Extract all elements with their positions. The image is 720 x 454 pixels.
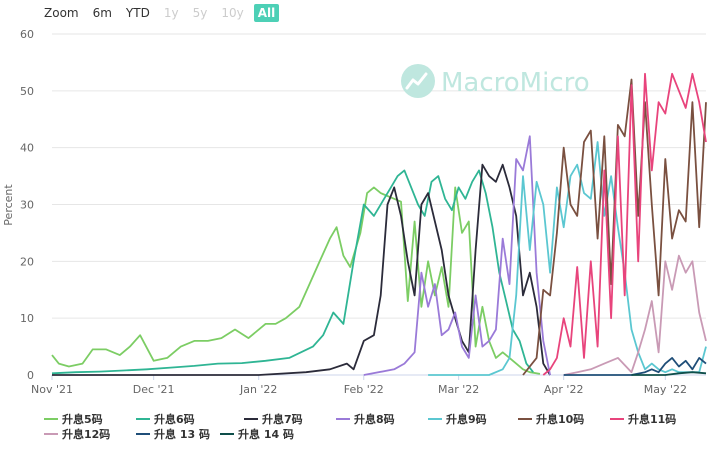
legend-label: 升息 13 码	[154, 428, 210, 441]
legend-swatch	[44, 418, 58, 420]
legend-label: 升息12码	[62, 428, 111, 441]
y-tick-label: 30	[20, 199, 34, 212]
legend-label: 升息11码	[628, 413, 677, 426]
legend-item-8[interactable]: 升息12码	[44, 426, 110, 442]
legend-swatch	[336, 418, 350, 420]
legend-swatch	[220, 433, 234, 435]
y-tick-label: 0	[27, 369, 34, 382]
legend-label: 升息 14 码	[238, 428, 294, 441]
series-line-1[interactable]	[51, 186, 541, 375]
legend-label: 升息10码	[536, 413, 585, 426]
legend-item-9[interactable]: 升息 13 码	[136, 426, 210, 442]
series-line-8[interactable]	[563, 254, 707, 376]
watermark-trend-icon	[405, 72, 428, 90]
watermark-text: MacroMicro	[441, 68, 590, 98]
series-line-3[interactable]	[52, 163, 551, 376]
legend-item-1[interactable]: 升息5码	[44, 411, 103, 427]
legend-swatch	[244, 418, 258, 420]
legend-item-5[interactable]: 升息9码	[428, 411, 487, 427]
x-tick-label: Nov '21	[31, 383, 73, 396]
watermark-logo-icon	[401, 64, 435, 98]
legend-swatch	[428, 418, 442, 420]
series-line-10[interactable]	[631, 371, 707, 376]
range-button-ytd[interactable]: YTD	[125, 6, 150, 20]
legend-swatch	[44, 433, 58, 435]
range-button-10y: 10y	[221, 6, 244, 20]
x-tick-label: Feb '22	[344, 383, 384, 396]
chart-series	[51, 72, 707, 376]
legend-label: 升息7码	[262, 413, 303, 426]
series-line-9[interactable]	[563, 357, 707, 376]
x-tick-label: Mar '22	[438, 383, 479, 396]
legend-swatch	[136, 418, 150, 420]
y-tick-label: 40	[20, 142, 34, 155]
legend-label: 升息9码	[446, 413, 487, 426]
series-line-2[interactable]	[51, 169, 534, 375]
legend-label: 升息5码	[62, 413, 103, 426]
watermark: MacroMicro	[401, 64, 590, 98]
legend-item-6[interactable]: 升息10码	[518, 411, 584, 427]
y-tick-label: 50	[20, 85, 34, 98]
x-tick-label: May '22	[644, 383, 687, 396]
legend-label: 升息6码	[154, 413, 195, 426]
legend-label: 升息8码	[354, 413, 395, 426]
legend-swatch	[610, 418, 624, 420]
range-button-5y: 5y	[192, 6, 208, 20]
legend-swatch	[518, 418, 532, 420]
legend-item-10[interactable]: 升息 14 码	[220, 426, 294, 442]
range-button-6m[interactable]: 6m	[92, 6, 112, 20]
x-tick-label: Dec '21	[133, 383, 175, 396]
y-axis-label: Percent	[2, 184, 15, 226]
legend-swatch	[136, 433, 150, 435]
legend-item-3[interactable]: 升息7码	[244, 411, 303, 427]
range-selector: Zoom 6m YTD 1y 5y 10y All	[40, 3, 285, 23]
range-button-1y: 1y	[163, 6, 179, 20]
range-zoom-label: Zoom	[44, 6, 79, 20]
legend-item-4[interactable]: 升息8码	[336, 411, 395, 427]
line-chart: MacroMicro 0 10 20 30 40 50 60 Nov '21 Dec '21 Ja…	[2, 28, 707, 396]
y-tick-label: 10	[20, 312, 34, 325]
series-line-7[interactable]	[542, 72, 707, 376]
x-tick-label: Apr '22	[544, 383, 584, 396]
y-tick-label: 60	[20, 28, 34, 41]
legend-item-2[interactable]: 升息6码	[136, 411, 195, 427]
x-tick-label: Jan '22	[239, 383, 277, 396]
legend-item-7[interactable]: 升息11码	[610, 411, 676, 427]
range-button-all[interactable]: All	[253, 4, 280, 22]
y-tick-label: 20	[20, 255, 34, 268]
series-line-6[interactable]	[522, 78, 707, 376]
series-line-4[interactable]	[363, 135, 551, 376]
